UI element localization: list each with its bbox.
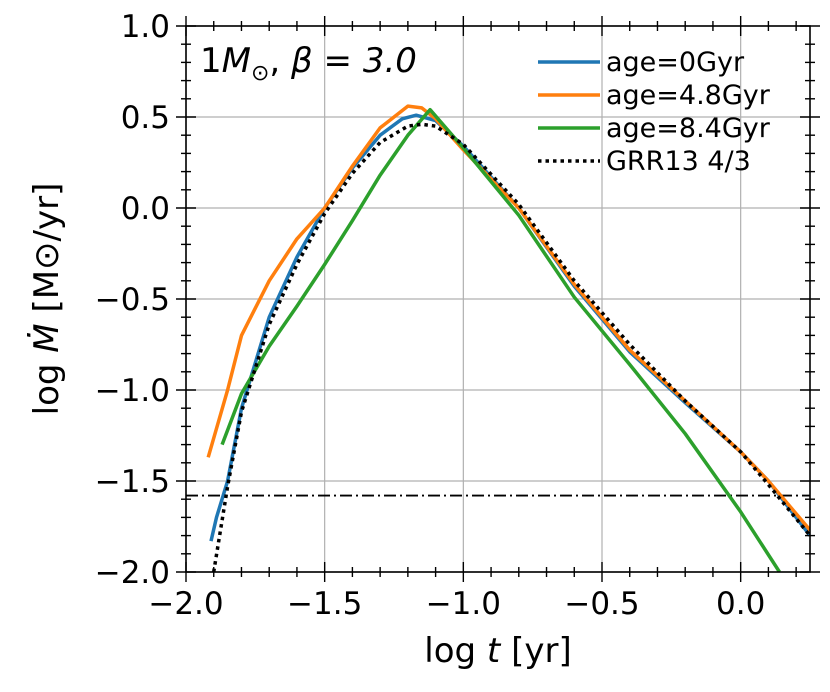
legend-label: age=8.4Gyr [606, 113, 771, 144]
x-tick-label: −1.5 [287, 586, 362, 622]
axis-ticks [176, 16, 820, 582]
series-layer [206, 104, 810, 572]
series-line [220, 107, 781, 572]
y-tick-label: 1.0 [121, 9, 170, 45]
y-tick-label: −0.5 [95, 282, 170, 318]
legend-label: GRR13 4/3 [606, 146, 751, 177]
legend-label: age=0Gyr [606, 47, 745, 78]
series-line [211, 122, 810, 572]
x-tick-label: −2.0 [148, 586, 223, 622]
y-axis-label: log Ṁ [M⊙/yr] [27, 183, 67, 416]
chart-title: 1M⊙, β = 3.0 [200, 41, 417, 86]
y-tick-label: −1.0 [95, 373, 170, 409]
x-axis-label: log t [yr] [424, 631, 571, 671]
legend-label: age=4.8Gyr [606, 80, 771, 111]
y-tick-label: 0.5 [121, 100, 170, 136]
y-tick-label: −2.0 [95, 555, 170, 591]
y-tick-labels: −2.0 −1.5 −1.0 −0.5 0.0 0.5 1.0 [95, 9, 170, 591]
series-line [209, 113, 810, 542]
x-tick-label: −1.0 [426, 586, 501, 622]
x-tick-label: 0.0 [716, 586, 765, 622]
x-tick-labels: −2.0 −1.5 −1.0 −0.5 0.0 [148, 586, 765, 622]
x-tick-label: −0.5 [564, 586, 639, 622]
y-tick-label: −1.5 [95, 464, 170, 500]
y-tick-label: 0.0 [121, 191, 170, 227]
